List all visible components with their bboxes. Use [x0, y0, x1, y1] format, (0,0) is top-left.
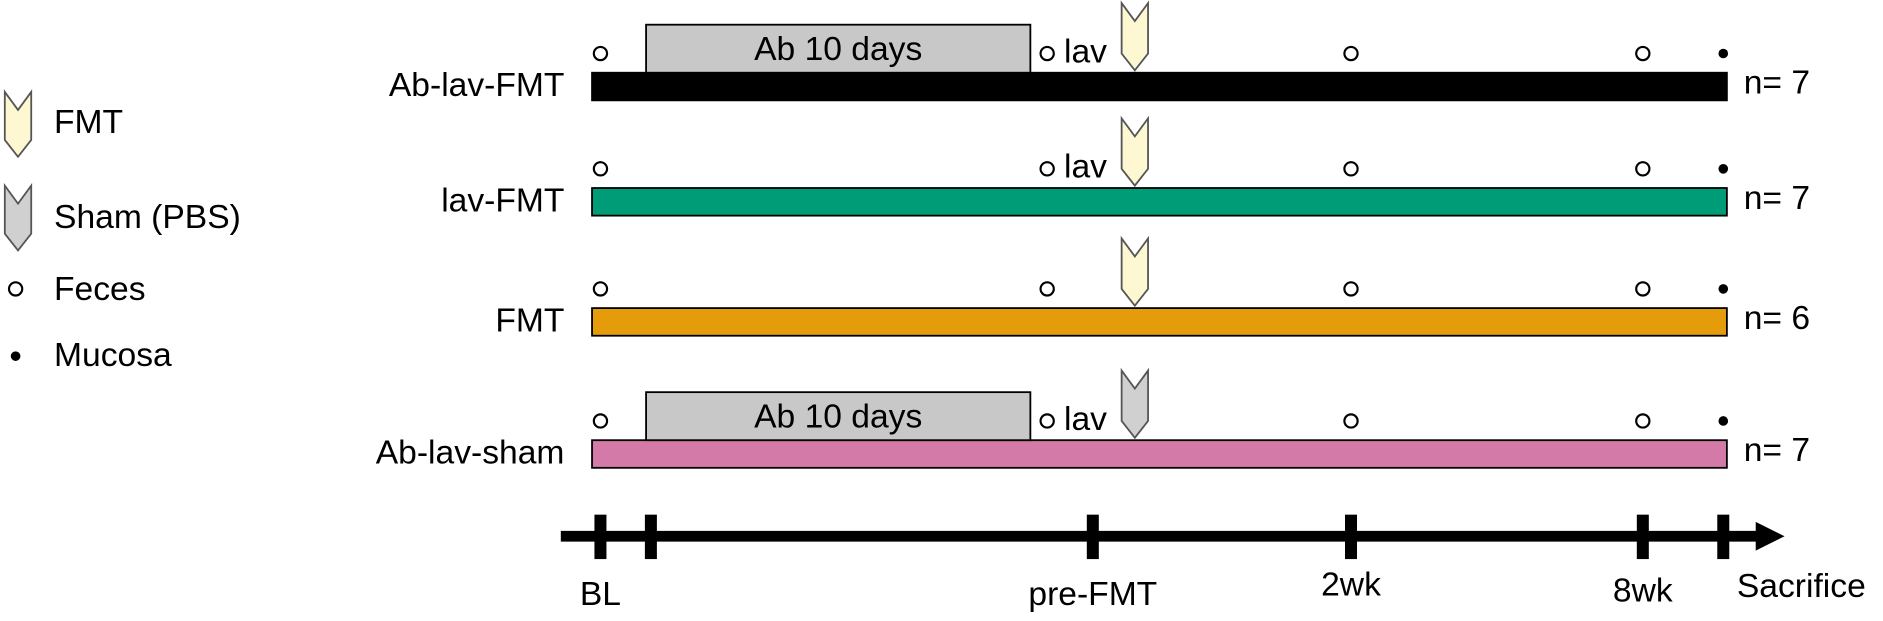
feces-sample	[592, 161, 609, 177]
group-n: n= 7	[1744, 432, 1810, 469]
fmt-marker-icon	[3, 89, 33, 159]
timeline-tick	[644, 514, 657, 560]
feces-sample	[1039, 281, 1055, 297]
group-row: lav-FMT n= 7 lav	[441, 115, 1810, 219]
treatment-marker	[1120, 235, 1149, 308]
feces-icon	[7, 281, 24, 297]
timeline-arrowhead	[1755, 521, 1785, 551]
timeline-tick	[1717, 514, 1730, 560]
legend-label: Sham (PBS)	[54, 199, 241, 236]
feces-sample	[1343, 45, 1359, 62]
timeline-tick	[1636, 514, 1649, 560]
timeline-label: 2wk	[1321, 567, 1381, 604]
group-bar	[591, 307, 1728, 337]
group-n: n= 7	[1744, 180, 1810, 217]
feces-sample	[1039, 161, 1055, 177]
treatment-marker	[1120, 115, 1149, 188]
feces-sample	[1635, 45, 1651, 62]
feces-sample	[1635, 281, 1651, 297]
legend-label: Feces	[54, 271, 146, 308]
feces-sample	[1343, 413, 1359, 429]
feces-sample	[1039, 413, 1055, 429]
group-bar	[591, 187, 1728, 217]
timeline: BL pre-FMT 2wk 8wk Sacrifice	[560, 514, 1866, 613]
timeline-tick	[1086, 514, 1099, 560]
group-row: FMT n= 6	[495, 235, 1810, 339]
antibiotic-label: Ab 10 days	[754, 31, 922, 68]
group-bar	[591, 71, 1728, 102]
legend: FMT Sham (PBS) Feces Mucosa	[3, 89, 241, 374]
timeline-label: BL	[580, 576, 621, 613]
antibiotic-box	[645, 23, 1032, 74]
sham-marker-icon	[3, 182, 33, 252]
lavage-label: lav	[1064, 401, 1107, 438]
timeline-label: Sacrifice	[1737, 568, 1866, 605]
legend-label: FMT	[54, 104, 123, 141]
timeline-label: 8wk	[1613, 573, 1673, 610]
timeline-tick	[1345, 514, 1358, 560]
group-label: Ab-lav-sham	[376, 434, 565, 471]
group-n: n= 6	[1744, 300, 1810, 337]
group-label: Ab-lav-FMT	[389, 67, 565, 104]
feces-sample	[592, 45, 609, 62]
lavage-label: lav	[1064, 149, 1107, 186]
mucosa-sample	[1718, 163, 1729, 174]
feces-sample	[1039, 45, 1055, 62]
group-label: FMT	[495, 302, 564, 339]
group-label: lav-FMT	[441, 182, 564, 219]
feces-sample	[592, 413, 609, 429]
treatment-marker	[1120, 0, 1149, 72]
lavage-label: lav	[1064, 33, 1107, 70]
feces-sample	[592, 281, 609, 297]
mucosa-sample	[1718, 284, 1729, 294]
mucosa-sample	[1718, 416, 1729, 426]
group-n: n= 7	[1744, 65, 1810, 102]
feces-sample	[1635, 161, 1651, 177]
timeline-label: pre-FMT	[1028, 576, 1157, 613]
group-row: Ab-lav-FMT n= 7 Ab 10 days lav	[389, 0, 1810, 104]
mucosa-icon	[10, 351, 21, 361]
mucosa-sample	[1718, 48, 1729, 59]
feces-sample	[1635, 413, 1651, 429]
timeline-tick	[594, 514, 607, 560]
feces-sample	[1343, 161, 1359, 177]
group-bar	[591, 439, 1728, 469]
feces-sample	[1343, 281, 1359, 297]
antibiotic-box	[645, 391, 1032, 442]
treatment-marker	[1120, 367, 1149, 440]
legend-label: Mucosa	[54, 337, 172, 374]
group-row: Ab-lav-sham n= 7 Ab 10 days lav	[376, 367, 1810, 471]
antibiotic-label: Ab 10 days	[754, 398, 922, 435]
